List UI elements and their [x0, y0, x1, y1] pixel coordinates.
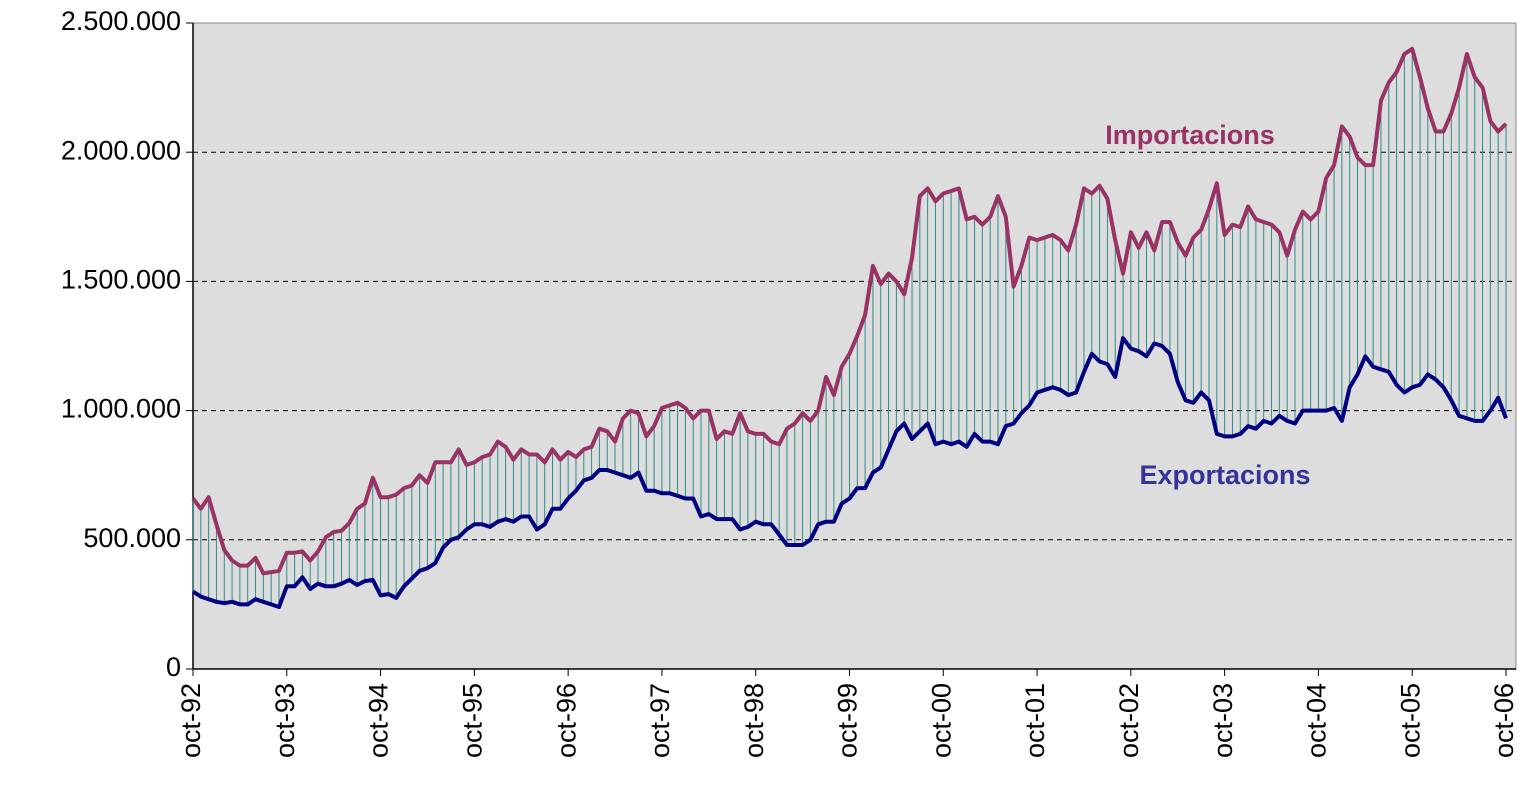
y-tick-label: 2.000.000 [61, 135, 181, 165]
x-tick-label: oct-04 [1302, 683, 1332, 758]
series-line [191, 46, 1508, 576]
x-tick-label: oct-06 [1489, 683, 1519, 758]
y-tick-label: 1.000.000 [61, 394, 181, 424]
x-tick-label: oct-00 [926, 683, 956, 758]
x-tick-label: oct-94 [364, 683, 394, 758]
y-tick-label: 1.500.000 [61, 265, 181, 295]
x-tick-label: oct-93 [270, 683, 300, 758]
series-line [191, 336, 1508, 609]
y-tick-label: 0 [166, 652, 181, 682]
x-tick-label: oct-98 [739, 683, 769, 758]
y-tick-label: 2.500.000 [61, 6, 181, 36]
x-tick-label: oct-99 [833, 683, 863, 758]
x-tick-label: oct-02 [1114, 683, 1144, 758]
x-tick-label: oct-95 [457, 683, 487, 758]
series-label: Exportacions [1139, 460, 1310, 490]
x-tick-label: oct-03 [1208, 683, 1238, 758]
x-tick-label: oct-05 [1395, 683, 1425, 758]
x-tick-label: oct-96 [551, 683, 581, 758]
x-tick-label: oct-97 [645, 683, 675, 758]
y-tick-label: 500.000 [83, 523, 181, 553]
x-tick-label: oct-01 [1020, 683, 1050, 758]
series-label: Importacions [1105, 120, 1275, 150]
x-tick-label: oct-92 [176, 683, 206, 758]
